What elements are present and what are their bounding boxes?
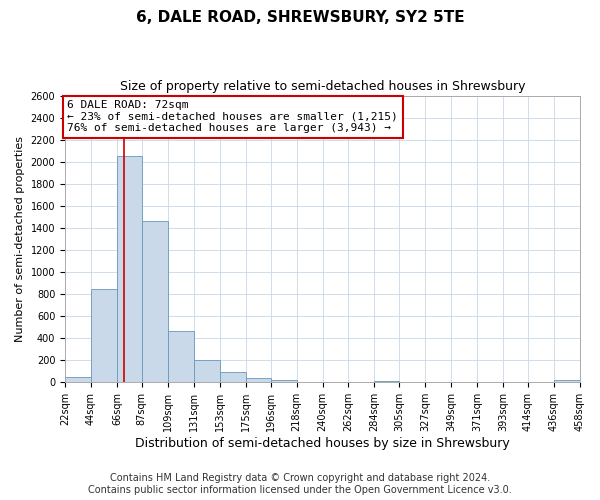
- Bar: [168, 330, 194, 382]
- Text: Contains HM Land Registry data © Crown copyright and database right 2024.
Contai: Contains HM Land Registry data © Crown c…: [88, 474, 512, 495]
- Bar: [246, 378, 271, 382]
- Y-axis label: Number of semi-detached properties: Number of semi-detached properties: [15, 136, 25, 342]
- Bar: [220, 372, 246, 382]
- Bar: [91, 288, 117, 382]
- Bar: [554, 380, 580, 382]
- Bar: [65, 377, 91, 382]
- Bar: [194, 360, 220, 382]
- Bar: [271, 380, 296, 382]
- Bar: [117, 156, 142, 382]
- Text: 6, DALE ROAD, SHREWSBURY, SY2 5TE: 6, DALE ROAD, SHREWSBURY, SY2 5TE: [136, 10, 464, 25]
- X-axis label: Distribution of semi-detached houses by size in Shrewsbury: Distribution of semi-detached houses by …: [135, 437, 510, 450]
- Text: 6 DALE ROAD: 72sqm
← 23% of semi-detached houses are smaller (1,215)
76% of semi: 6 DALE ROAD: 72sqm ← 23% of semi-detache…: [67, 100, 398, 133]
- Title: Size of property relative to semi-detached houses in Shrewsbury: Size of property relative to semi-detach…: [120, 80, 525, 93]
- Bar: [142, 222, 168, 382]
- Bar: [374, 380, 399, 382]
